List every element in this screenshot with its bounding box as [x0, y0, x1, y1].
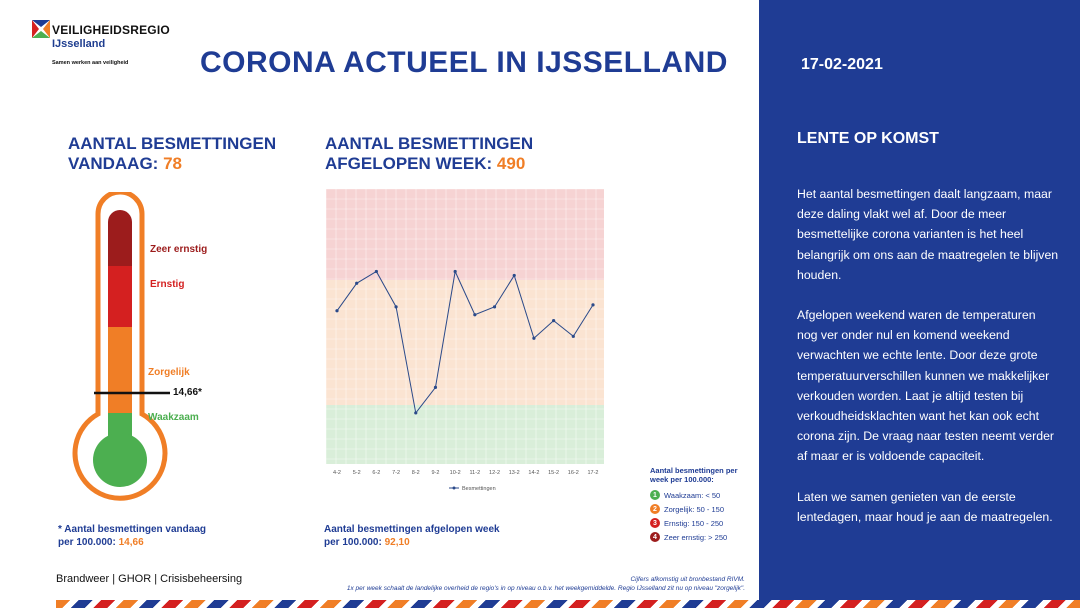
today-value: 78 — [163, 154, 183, 173]
thermometer-marker-label: 14,66* — [173, 387, 202, 398]
weekly-infections-chart: 4-2 5-2 6-2 7-2 8-2 9-2 10-2 11-2 12-2 13-2 14-2 15… — [325, 188, 604, 492]
x-tick-label: 13-2 — [509, 470, 520, 476]
legend-item-zeer-ernstig: 4 Zeer ernstig: > 250 — [650, 530, 760, 544]
news-panel: 17-02-2021 LENTE OP KOMST Het aantal bes… — [759, 0, 1080, 600]
data-point — [473, 313, 477, 317]
source-line1: Cijfers afkomstig uit bronbestand RIVM. — [630, 576, 745, 583]
legend-item-label: Zorgelijk: 50 - 150 — [664, 504, 725, 514]
data-point — [433, 385, 438, 389]
legend-title-line1: Aantal besmettingen per — [650, 466, 738, 475]
data-point — [394, 305, 398, 309]
legend-item-label: Zeer ernstig: > 250 — [664, 532, 728, 542]
report-date: 17-02-2021 — [801, 56, 883, 73]
today-note-line1: * Aantal besmettingen vandaag — [58, 524, 206, 535]
legend-marker-icon — [452, 486, 456, 490]
week-value: 490 — [496, 154, 526, 173]
x-tick-label: 7-2 — [392, 470, 400, 476]
level-ernstig: Ernstig — [150, 279, 185, 290]
data-point — [591, 303, 595, 307]
week-heading: AANTAL BESMETTINGEN AFGELOPEN WEEK: 490 — [325, 134, 533, 174]
x-tick-label: 12-2 — [489, 470, 500, 476]
level-4-icon: 4 — [650, 532, 660, 542]
legend-item-label: Ernstig: 150 - 250 — [664, 518, 724, 528]
data-point — [571, 334, 575, 338]
level-zorgelijk: Zorgelijk — [148, 367, 190, 378]
x-tick-label: 11-2 — [470, 470, 481, 476]
week-label-line2: AFGELOPEN WEEK: — [325, 154, 493, 173]
today-label-line1: AANTAL BESMETTINGEN — [68, 134, 277, 153]
legend-item-zorgelijk: 2 Zorgelijk: 50 - 150 — [650, 502, 760, 516]
source-note: Cijfers afkomstig uit bronbestand RIVM. … — [347, 575, 745, 593]
today-per-100k-note: * Aantal besmettingen vandaag per 100.00… — [58, 523, 206, 549]
thermometer-graphic — [72, 192, 170, 501]
level-3-icon: 3 — [650, 518, 660, 528]
today-per-100k-value: 14,66 — [118, 537, 144, 548]
data-point — [335, 309, 339, 313]
chart-band — [326, 189, 604, 280]
data-point — [414, 411, 418, 415]
org-region: IJsselland — [52, 38, 106, 50]
legend-item-ernstig: 3 Ernstig: 150 - 250 — [650, 516, 760, 530]
page-title: CORONA ACTUEEL IN IJSSELLAND — [200, 46, 728, 79]
level-legend-title: Aantal besmettingen per week per 100.000… — [650, 466, 760, 484]
data-point — [453, 269, 457, 274]
chart-band — [326, 405, 604, 464]
week-label-line1: AANTAL BESMETTINGEN — [325, 134, 534, 153]
level-waakzaam: Waakzaam — [148, 412, 199, 423]
x-tick-label: 6-2 — [372, 470, 380, 476]
x-tick-label: 14-2 — [528, 470, 539, 476]
today-note-line2: per 100.000: — [58, 537, 116, 548]
data-point — [374, 269, 378, 274]
level-zeer-ernstig: Zeer ernstig — [150, 244, 208, 255]
services-footer: Brandweer | GHOR | Crisisbeheersing — [56, 573, 243, 585]
x-tick-label: 4-2 — [333, 470, 341, 476]
week-note-line2: per 100.000: — [324, 537, 382, 548]
panel-title: LENTE OP KOMST — [797, 130, 939, 147]
level-1-icon: 1 — [650, 490, 660, 500]
data-point — [532, 336, 536, 340]
x-tick-label: 9-2 — [431, 470, 439, 476]
legend-series-label: Besmettingen — [462, 486, 496, 492]
panel-paragraph: Laten we samen genieten van de eerste le… — [797, 489, 1053, 524]
org-logo: VEILIGHEIDSREGIO IJsselland Samen werken… — [32, 20, 202, 68]
data-point — [355, 281, 359, 285]
level-legend: Aantal besmettingen per week per 100.000… — [650, 466, 760, 544]
x-tick-label: 8-2 — [412, 470, 420, 476]
panel-body: Het aantal besmettingen daalt langzaam, … — [797, 184, 1059, 547]
org-name: VEILIGHEIDSREGIO — [52, 23, 170, 37]
level-2-icon: 2 — [650, 504, 660, 514]
x-tick-label: 15-2 — [548, 470, 559, 476]
org-tagline: Samen werken aan veiligheid — [52, 60, 129, 66]
source-line2: 1x per week schaalt de landelijke overhe… — [346, 585, 745, 592]
legend-item-label: Waakzaam: < 50 — [664, 490, 721, 500]
decorative-stripe — [56, 600, 1080, 608]
week-note-line1: Aantal besmettingen afgelopen week — [324, 524, 500, 535]
legend-item-waakzaam: 1 Waakzaam: < 50 — [650, 488, 760, 502]
week-per-100k-value: 92,10 — [384, 537, 410, 548]
week-per-100k-note: Aantal besmettingen afgelopen week per 1… — [324, 523, 500, 549]
panel-paragraph: Het aantal besmettingen daalt langzaam, … — [797, 187, 1059, 282]
panel-paragraph: Afgelopen weekend waren de temperaturen … — [797, 308, 1055, 464]
today-label-line2: VANDAAG: — [68, 154, 159, 173]
data-point — [552, 319, 556, 323]
region-logo-icon — [32, 20, 50, 38]
today-heading: AANTAL BESMETTINGEN VANDAAG: 78 — [68, 134, 276, 174]
data-point — [512, 273, 516, 278]
x-tick-label: 16-2 — [568, 470, 579, 476]
chart-band — [326, 280, 604, 405]
data-point — [492, 305, 497, 309]
x-tick-label: 5-2 — [353, 470, 361, 476]
x-tick-label: 17-2 — [587, 470, 598, 476]
legend-title-line2: week per 100.000: — [650, 475, 714, 484]
x-tick-label: 10-2 — [450, 470, 461, 476]
series-line — [336, 269, 594, 415]
